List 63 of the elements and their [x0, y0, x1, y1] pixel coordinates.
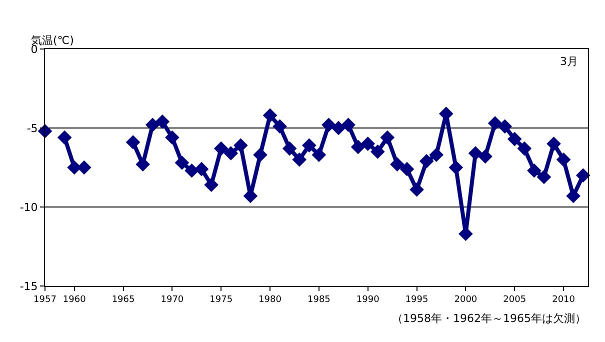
point — [507, 132, 522, 146]
x-tick-label: 1985 — [307, 294, 330, 305]
point — [536, 170, 552, 184]
x-tick-label: 2000 — [454, 294, 478, 305]
point — [194, 162, 209, 176]
x-tick-label: 1990 — [356, 294, 380, 305]
point — [302, 138, 316, 153]
point — [370, 144, 385, 159]
x-tick-label: 1965 — [112, 294, 135, 305]
point — [390, 157, 404, 172]
point — [350, 140, 366, 154]
point — [360, 136, 376, 151]
point — [429, 148, 444, 162]
point — [292, 152, 307, 167]
point — [527, 164, 542, 178]
x-tick-label: 1960 — [62, 294, 86, 305]
point — [498, 119, 512, 134]
point — [253, 148, 268, 162]
point — [262, 108, 278, 123]
x-tick-label: 1975 — [210, 294, 233, 305]
point — [380, 130, 395, 145]
point — [546, 136, 561, 151]
point — [165, 130, 180, 145]
point — [576, 168, 590, 183]
point — [155, 114, 170, 129]
x-tick-label: 2010 — [552, 294, 576, 305]
x-tick-label: 1970 — [160, 294, 184, 305]
x-tick-label: 1957 — [34, 294, 56, 305]
point — [174, 156, 190, 170]
point — [204, 178, 218, 192]
point — [556, 152, 571, 167]
point — [224, 146, 238, 160]
annotation: 3月 — [560, 55, 578, 68]
point — [488, 116, 502, 130]
y-tick-label: -5 — [26, 122, 38, 135]
point — [566, 188, 580, 204]
y-axis-title: 気温(℃) — [31, 34, 74, 47]
point — [272, 119, 287, 134]
point — [468, 146, 483, 160]
point — [419, 154, 434, 168]
point — [517, 141, 532, 156]
point — [126, 135, 140, 150]
point — [448, 160, 464, 175]
text: （1958年・1962年～1965年は欠測） — [392, 312, 586, 325]
point — [331, 120, 346, 136]
y-tick-label: -15 — [20, 280, 38, 293]
point — [184, 164, 199, 178]
point — [145, 118, 160, 132]
point — [57, 130, 72, 145]
point — [282, 141, 297, 156]
x-tick-label: 1980 — [258, 294, 282, 305]
point — [322, 118, 336, 132]
point — [400, 162, 414, 176]
point — [312, 148, 326, 162]
x-tick-label: 2005 — [503, 294, 526, 305]
point — [341, 118, 356, 132]
point — [136, 157, 150, 172]
point — [214, 141, 228, 156]
point — [234, 138, 248, 153]
x-tick-label: 1995 — [405, 294, 428, 305]
point — [410, 182, 424, 197]
y-tick-label: -10 — [20, 200, 38, 214]
point — [478, 149, 492, 164]
